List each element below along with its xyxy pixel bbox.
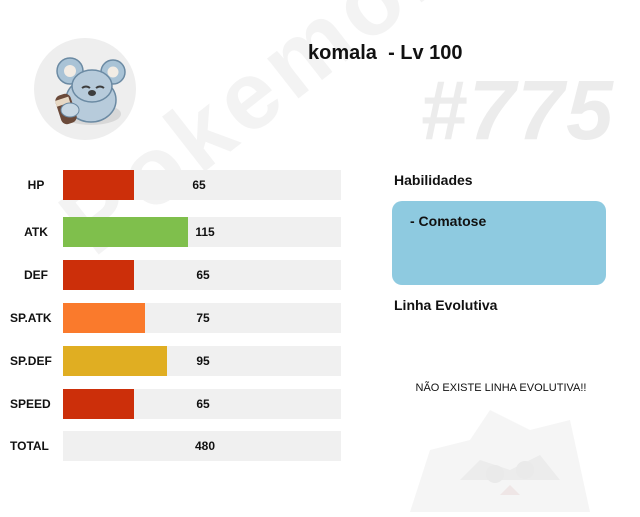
stat-bar-fill: [63, 260, 134, 290]
pokemon-level: - Lv 100: [388, 42, 463, 64]
stat-label: SPEED: [10, 397, 51, 411]
stat-bar-track: 75: [63, 303, 341, 333]
stat-bar-track: 95: [63, 346, 341, 376]
stat-value: 75: [196, 311, 210, 325]
stat-label: SP.ATK: [10, 311, 52, 325]
abilities-box: - Comatose: [392, 201, 606, 285]
stat-label: ATK: [24, 225, 48, 239]
stat-value: 115: [195, 225, 215, 239]
rowlet-watermark-icon: [400, 400, 600, 517]
evolution-heading: Linha Evolutiva: [394, 297, 498, 313]
stat-value: 65: [196, 397, 210, 411]
stat-row-speed: SPEED 65: [0, 389, 350, 419]
stat-row-sp-atk: SP.ATK 75: [0, 303, 350, 333]
stat-bar-track: 65: [63, 170, 341, 200]
stat-label: DEF: [24, 268, 48, 282]
stat-row-sp-def: SP.DEF 95: [0, 346, 350, 376]
stat-label: HP: [27, 178, 45, 192]
stat-row-total: TOTAL 480: [0, 431, 350, 461]
pokemon-avatar: [34, 38, 136, 140]
stat-row-hp: HP 65: [0, 170, 350, 200]
pokemon-title: komala - Lv 100: [308, 42, 463, 65]
stat-bar-fill: [63, 389, 134, 419]
stat-bar-track: 480: [63, 431, 341, 461]
stat-bar-fill: [63, 170, 134, 200]
ability-item: - Comatose: [410, 213, 487, 229]
stat-bar-track: 115: [63, 217, 341, 247]
stat-label: TOTAL: [10, 439, 49, 453]
stat-bar-fill: [63, 346, 167, 376]
stat-bar-fill: [63, 217, 188, 247]
dex-number: #775: [420, 63, 615, 157]
stat-bar-track: 65: [63, 389, 341, 419]
abilities-heading: Habilidades: [394, 172, 473, 188]
komala-icon: [54, 57, 126, 125]
stat-row-atk: ATK 115: [0, 217, 350, 247]
stat-value: 65: [196, 268, 210, 282]
stat-row-def: DEF 65: [0, 260, 350, 290]
stat-label: SP.DEF: [10, 354, 52, 368]
stat-value-total: 480: [194, 439, 216, 453]
stat-value: 65: [192, 178, 206, 192]
pokemon-name: komala: [308, 42, 377, 64]
stat-bar-fill: [63, 303, 145, 333]
stat-bar-track: 65: [63, 260, 341, 290]
evolution-message: NÃO EXISTE LINHA EVOLUTIVA!!: [415, 382, 587, 394]
stat-value: 95: [196, 354, 210, 368]
